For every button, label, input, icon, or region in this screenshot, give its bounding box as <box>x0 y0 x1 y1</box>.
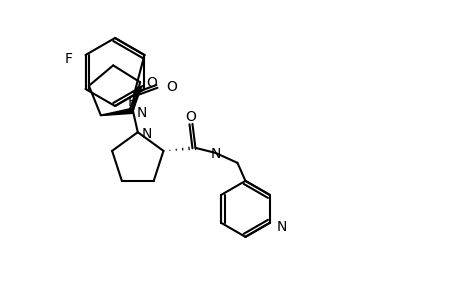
Text: O: O <box>185 110 196 124</box>
Text: N: N <box>136 106 146 120</box>
Text: N: N <box>210 147 220 161</box>
Polygon shape <box>101 108 133 115</box>
Text: N: N <box>141 127 152 141</box>
Text: F: F <box>64 52 73 66</box>
Text: N: N <box>276 220 286 234</box>
Text: O: O <box>166 80 177 94</box>
Text: F: F <box>128 95 136 109</box>
Text: O: O <box>146 76 157 90</box>
